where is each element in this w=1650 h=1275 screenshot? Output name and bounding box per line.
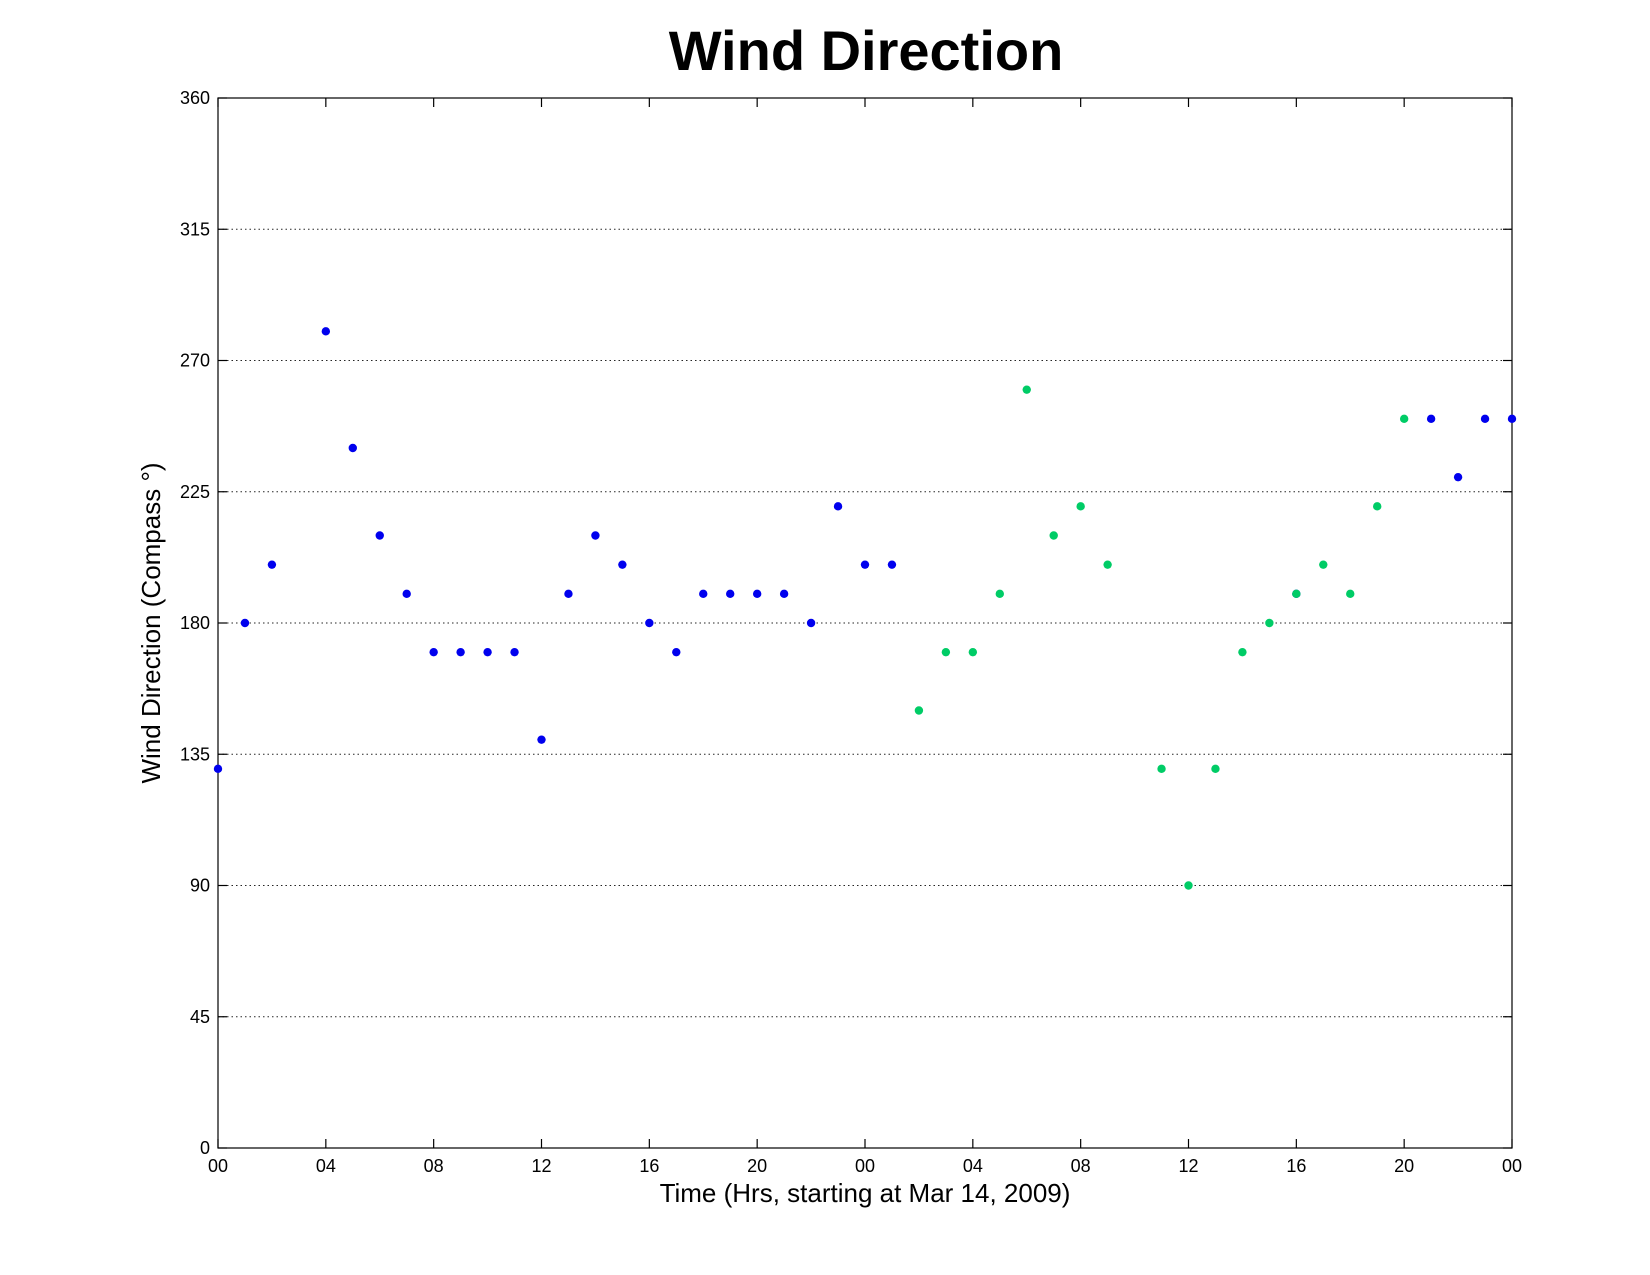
y-tick-label: 270 (180, 351, 210, 371)
x-tick-label: 04 (316, 1156, 336, 1176)
data-point-series-1 (483, 647, 492, 657)
y-tick-label: 180 (180, 613, 210, 633)
data-point-series-2 (1157, 764, 1166, 774)
data-point-series-1 (1480, 414, 1490, 424)
data-point-series-1 (591, 531, 600, 540)
data-point-series-1 (537, 735, 546, 744)
data-point-series-1 (348, 443, 357, 453)
data-point-series-2 (1346, 589, 1355, 599)
data-point-series-2 (1103, 560, 1112, 569)
y-tick-label: 45 (190, 1007, 210, 1027)
data-point-series-2 (1373, 502, 1382, 511)
data-point-series-2 (995, 589, 1004, 599)
x-axis-label: Time (Hrs, starting at Mar 14, 2009) (660, 1178, 1071, 1208)
y-tick-labels: 0 45 90 135 180 225 270 315 360 (180, 88, 210, 1158)
x-tick-label: 12 (531, 1156, 551, 1176)
y-tick-label: 135 (180, 744, 210, 764)
data-point-series-1 (752, 589, 762, 599)
data-point-series-1 (726, 589, 735, 599)
y-tick-label: 315 (180, 219, 210, 239)
data-point-series-1 (402, 589, 411, 599)
data-point-series-1 (456, 647, 465, 657)
data-point-series-1 (1507, 414, 1517, 424)
data-point-series-1 (321, 327, 331, 336)
y-tick-label: 0 (200, 1138, 210, 1158)
y-tick-label: 90 (190, 876, 210, 896)
data-point-series-2 (1319, 560, 1328, 569)
data-point-series-1 (1453, 472, 1463, 482)
x-tick-labels: 00 04 08 12 16 20 00 04 08 12 16 20 00 (208, 1156, 1522, 1176)
data-point-series-1 (510, 647, 519, 657)
data-point-series-2 (1292, 589, 1301, 599)
data-point-series-2 (1399, 414, 1409, 424)
data-point-series-2 (1211, 764, 1220, 774)
x-tick-label: 04 (963, 1156, 983, 1176)
x-tick-label: 16 (1286, 1156, 1306, 1176)
data-point-series-1 (240, 618, 250, 628)
data-point-series-2 (1022, 385, 1031, 394)
axis-ticks (217, 97, 1513, 1149)
y-axis-label: Wind Direction (Compass °) (136, 462, 166, 783)
data-point-series-2 (941, 647, 951, 657)
data-point-series-1 (429, 647, 438, 657)
data-point-series-1 (213, 764, 223, 774)
x-tick-label: 20 (747, 1156, 767, 1176)
x-tick-label: 08 (424, 1156, 444, 1176)
x-tick-label: 00 (855, 1156, 875, 1176)
data-point-series-1 (672, 647, 681, 657)
data-point-series-1 (267, 560, 277, 569)
data-points (213, 327, 1517, 890)
data-point-series-1 (833, 502, 843, 511)
data-point-series-1 (806, 618, 816, 628)
data-point-series-1 (564, 589, 573, 599)
gridlines (218, 228, 1512, 1018)
data-point-series-1 (779, 589, 789, 599)
data-point-series-2 (1049, 531, 1058, 540)
y-tick-label: 225 (180, 482, 210, 502)
chart-title: Wind Direction (669, 19, 1064, 82)
data-point-series-1 (887, 560, 897, 569)
data-point-series-1 (645, 618, 654, 628)
x-tick-label: 08 (1071, 1156, 1091, 1176)
data-point-series-2 (968, 647, 978, 657)
y-tick-label: 360 (180, 88, 210, 108)
data-point-series-1 (699, 589, 708, 599)
data-point-series-2 (1184, 881, 1193, 890)
x-tick-label: 00 (1502, 1156, 1522, 1176)
data-point-series-1 (860, 560, 870, 569)
x-tick-label: 16 (639, 1156, 659, 1176)
x-tick-label: 20 (1394, 1156, 1414, 1176)
data-point-series-1 (375, 531, 384, 540)
data-point-series-1 (1426, 414, 1436, 424)
data-point-series-2 (914, 706, 924, 715)
data-point-series-1 (618, 560, 627, 569)
x-tick-label: 00 (208, 1156, 228, 1176)
data-point-series-2 (1238, 647, 1247, 657)
x-tick-label: 12 (1178, 1156, 1198, 1176)
data-point-series-2 (1265, 618, 1274, 628)
data-point-series-2 (1076, 502, 1085, 511)
